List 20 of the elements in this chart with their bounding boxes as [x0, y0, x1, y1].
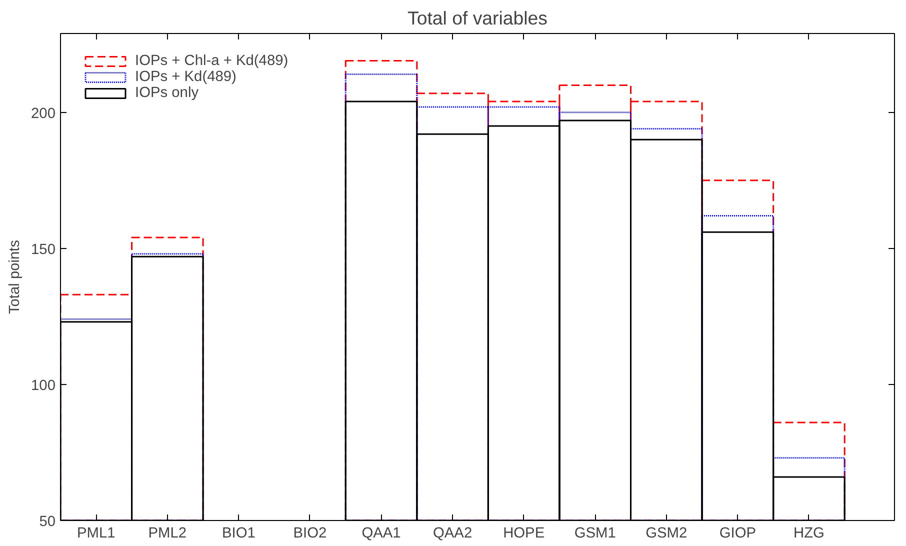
- x-tick-label: PML2: [148, 526, 187, 542]
- x-tick-label: GIOP: [719, 526, 756, 542]
- y-axis-title: Total points: [7, 240, 24, 314]
- y-tick-label: 200: [31, 106, 56, 122]
- y-tick-label: 150: [31, 242, 56, 258]
- y-tick-label: 100: [31, 378, 56, 394]
- x-tick-label: GSM2: [646, 526, 688, 542]
- legend-label: IOPs only: [135, 85, 199, 101]
- legend-label: IOPs + Kd(489): [135, 69, 236, 85]
- x-tick-label: GSM1: [574, 526, 616, 542]
- chart-title: Total of variables: [408, 8, 548, 28]
- x-tick-label: HZG: [793, 526, 824, 542]
- x-tick-label: HOPE: [503, 526, 545, 542]
- legend-label: IOPs + Chl-a + Kd(489): [135, 53, 288, 69]
- y-tick-label: 50: [39, 514, 56, 530]
- x-tick-label: QAA1: [362, 526, 401, 542]
- x-tick-label: PML1: [77, 526, 116, 542]
- x-tick-label: BIO2: [293, 526, 327, 542]
- x-tick-label: QAA2: [433, 526, 472, 542]
- x-tick-label: BIO1: [222, 526, 256, 542]
